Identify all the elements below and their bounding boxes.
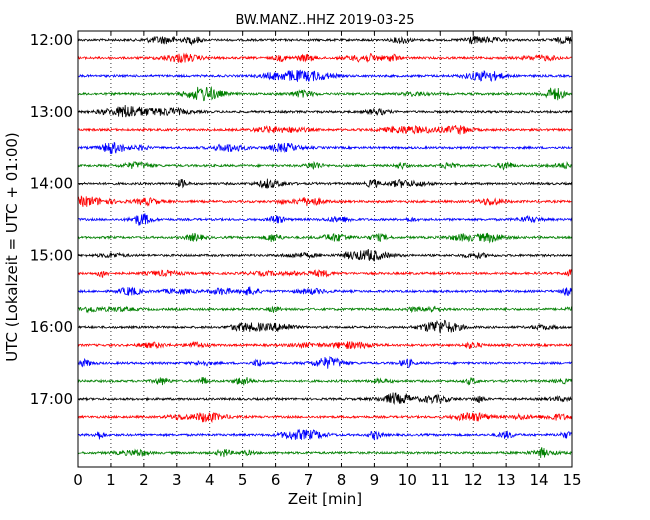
x-tick-label: 8 [337, 471, 347, 489]
x-tick-label: 6 [271, 471, 281, 489]
seismic-trace [77, 124, 573, 135]
x-tick-label: 12 [464, 471, 483, 489]
seismic-trace [77, 268, 573, 278]
x-tick-label: 4 [205, 471, 215, 489]
chart-title: BW.MANZ..HHZ 2019-03-25 [235, 13, 414, 28]
x-tick-label: 1 [106, 471, 116, 489]
seismic-trace [77, 141, 573, 155]
seismic-trace [77, 85, 573, 102]
y-tick-label: 12:00 [30, 31, 73, 49]
plot-frame [77, 30, 573, 468]
seismic-trace [77, 160, 573, 171]
x-tick-label: 9 [370, 471, 380, 489]
y-tick-label: 14:00 [30, 175, 73, 193]
x-tick-label: 11 [431, 471, 450, 489]
y-tick-label: 17:00 [30, 390, 73, 408]
trace-group [77, 35, 573, 459]
x-tick-label: 14 [530, 471, 549, 489]
seismic-trace [77, 69, 573, 83]
x-tick-label: 2 [139, 471, 149, 489]
seismic-trace [77, 355, 573, 369]
seismic-trace [77, 392, 573, 405]
seismic-trace [77, 232, 573, 244]
y-tick-label: 16:00 [30, 318, 73, 336]
x-tick-label: 3 [172, 471, 182, 489]
seismic-trace [77, 213, 573, 226]
seismic-trace [77, 35, 573, 47]
seismic-trace [77, 195, 573, 207]
x-tick-label: 5 [238, 471, 248, 489]
seismic-trace [77, 248, 573, 262]
y-tick-label: 13:00 [30, 103, 73, 121]
seismic-trace [77, 376, 573, 386]
seismic-trace [77, 411, 573, 424]
y-axis-label: UTC (Lokalzeit = UTC + 01:00) [3, 132, 21, 362]
x-tick-label: 0 [73, 471, 83, 489]
x-tick-label: 10 [398, 471, 417, 489]
seismic-trace [77, 319, 573, 334]
grid-lines [110, 31, 540, 467]
x-axis-label: Zeit [min] [288, 490, 362, 508]
seismic-trace [77, 286, 573, 297]
seismic-trace [77, 105, 573, 118]
x-axis-ticks: 0 1 2 3 4 5 6 7 8 9 10 11 12 13 14 15 [73, 31, 582, 489]
seismic-trace [77, 341, 573, 350]
y-tick-label: 15:00 [30, 246, 73, 264]
x-tick-label: 15 [562, 471, 581, 489]
x-tick-label: 7 [304, 471, 314, 489]
y-axis-ticks: 12:00 13:00 14:00 15:00 16:00 17:00 [30, 31, 572, 408]
seismic-trace [77, 178, 573, 189]
seismic-trace [77, 428, 573, 441]
seismic-trace [77, 52, 573, 64]
x-tick-label: 13 [497, 471, 516, 489]
seismic-trace [77, 305, 573, 314]
seismic-trace [77, 447, 573, 459]
